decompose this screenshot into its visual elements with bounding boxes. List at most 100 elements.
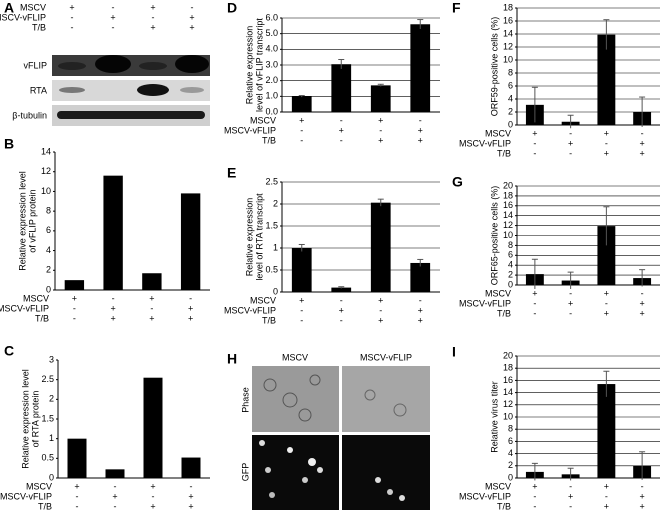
condition-sign: + — [418, 125, 423, 135]
cell — [399, 495, 405, 501]
y-tick-label: 2.5 — [41, 374, 54, 384]
y-tick-label: 1 — [49, 433, 54, 443]
condition-sign: + — [418, 305, 423, 315]
condition-sign: + — [568, 491, 573, 501]
condition-label: T/B — [35, 313, 49, 323]
y-tick-label: 2.5 — [265, 176, 278, 186]
y-axis-label: level of vFLIP transcript — [254, 18, 264, 112]
band — [180, 87, 204, 93]
error-bar — [417, 19, 424, 29]
column-label: MSCV-vFLIP — [360, 352, 412, 362]
condition-sign: + — [568, 138, 573, 148]
error-bar — [377, 83, 384, 87]
condition-sign: + — [339, 125, 344, 135]
condition-sign: - — [641, 481, 644, 491]
y-tick-label: 5.0 — [265, 28, 278, 38]
bar — [291, 96, 312, 112]
gfp-image — [342, 435, 430, 510]
panel-letter: C — [4, 343, 14, 359]
bar — [181, 457, 201, 478]
condition-sign: - — [569, 501, 572, 510]
condition-label: MSCV-vFLIP — [0, 491, 52, 501]
bar — [64, 280, 85, 290]
bar — [103, 175, 123, 290]
condition-sign: + — [378, 115, 383, 125]
error-bar — [603, 370, 610, 397]
condition-label: MSCV — [23, 293, 49, 303]
y-tick-label: 8 — [508, 67, 513, 77]
y-tick-label: 8 — [508, 424, 513, 434]
condition-sign: - — [533, 298, 536, 308]
band — [95, 55, 131, 73]
cell — [298, 408, 312, 422]
condition-label: T/B — [32, 22, 46, 32]
panel-letter: G — [452, 174, 463, 190]
condition-sign: - — [189, 293, 192, 303]
y-tick-label: 6 — [508, 250, 513, 260]
condition-sign: - — [533, 308, 536, 318]
y-tick-label: 2.0 — [265, 75, 278, 85]
condition-sign: - — [605, 298, 608, 308]
condition-sign: + — [568, 298, 573, 308]
condition-sign: - — [71, 22, 74, 32]
condition-sign: + — [532, 128, 537, 138]
condition-sign: + — [110, 12, 115, 22]
y-tick-label: 1.5 — [265, 220, 278, 230]
band — [58, 62, 86, 70]
blot-images — [52, 55, 210, 126]
condition-sign: + — [418, 135, 423, 145]
y-tick-label: 0 — [508, 279, 513, 289]
condition-sign: + — [149, 313, 154, 323]
condition-label: MSCV-vFLIP — [459, 491, 511, 501]
y-axis-label: Relative expression level — [17, 171, 27, 271]
blot-strip — [52, 55, 210, 76]
condition-sign: + — [639, 308, 644, 318]
y-axis-label: of vFLIP protein — [27, 189, 37, 252]
condition-sign: - — [419, 115, 422, 125]
condition-sign: - — [73, 303, 76, 313]
condition-sign: - — [190, 481, 193, 491]
condition-label: MSCV-vFLIP — [224, 305, 276, 315]
cell — [287, 447, 293, 453]
condition-sign: - — [340, 295, 343, 305]
condition-sign: - — [569, 288, 572, 298]
y-tick-label: 12 — [41, 166, 51, 176]
condition-sign: - — [114, 501, 117, 510]
cell — [282, 392, 298, 408]
band — [175, 55, 209, 73]
y-tick-label: 0.0 — [265, 106, 278, 116]
condition-label: T/B — [497, 308, 511, 318]
condition-sign: - — [300, 315, 303, 325]
y-tick-label: 0 — [508, 472, 513, 482]
y-tick-label: 20 — [503, 350, 513, 360]
condition-sign: + — [150, 501, 155, 510]
y-tick-label: 1.5 — [41, 413, 54, 423]
y-tick-label: 12 — [503, 399, 513, 409]
y-tick-label: 14 — [41, 146, 51, 156]
error-bar — [567, 271, 574, 289]
condition-label: T/B — [497, 501, 511, 510]
condition-sign: - — [114, 481, 117, 491]
bar — [331, 64, 352, 112]
condition-sign: + — [339, 305, 344, 315]
micrograph-images — [252, 366, 430, 510]
y-tick-label: 8 — [46, 206, 51, 216]
error-bar — [639, 269, 646, 287]
bar — [331, 287, 352, 292]
y-axis-label: ORF59-positive cells (%) — [489, 17, 499, 117]
y-axis-label: Relative virus titer — [489, 381, 499, 453]
y-tick-label: 1 — [273, 242, 278, 252]
condition-label: MSCV — [20, 2, 46, 12]
bar — [142, 273, 162, 290]
condition-sign: + — [604, 501, 609, 510]
condition-sign: - — [73, 313, 76, 323]
cell — [387, 489, 393, 495]
error-bar — [639, 451, 646, 480]
y-tick-label: 10 — [503, 230, 513, 240]
condition-sign: - — [533, 138, 536, 148]
error-bar — [417, 258, 424, 267]
y-axis-label: level of RTA transcript — [254, 193, 264, 281]
y-tick-label: 10 — [503, 54, 513, 64]
blot-row-label: β-tubulin — [12, 110, 47, 120]
